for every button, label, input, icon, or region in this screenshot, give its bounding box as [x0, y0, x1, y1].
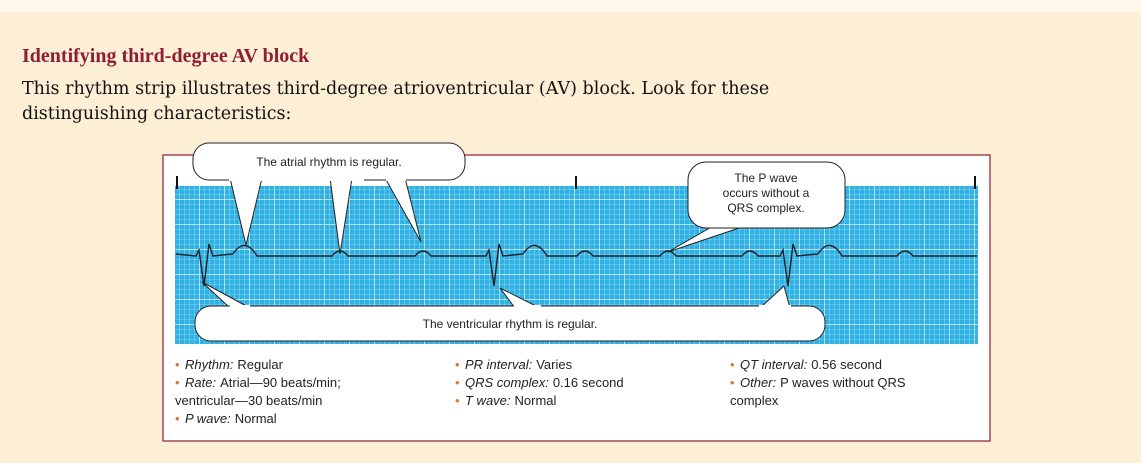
characteristic-label: Rate: — [185, 375, 216, 390]
characteristic-label: QRS complex: — [465, 375, 549, 390]
callout-join — [386, 177, 406, 181]
callout-shapes — [192, 142, 846, 342]
callout-text: The atrial rhythm is regular. — [256, 155, 401, 169]
intro: This rhythm strip illustrates third-degr… — [22, 79, 769, 124]
bullet: • — [455, 375, 460, 390]
bullet: • — [730, 375, 735, 390]
intro-line: distinguishing characteristics: — [22, 104, 291, 124]
characteristic-text: 0.56 second — [811, 357, 882, 372]
callout-text: The ventricular rhythm is regular. — [423, 317, 598, 331]
characteristic-label: T wave: — [465, 393, 511, 408]
characteristic-text: Regular — [237, 357, 283, 372]
characteristic: Rate: Atrial—90 beats/min; — [185, 375, 341, 390]
callout-text: QRS complex. — [727, 201, 804, 215]
callout-texts: The atrial rhythm is regular. The P waveo… — [256, 155, 809, 331]
characteristic: QT interval: 0.56 second — [740, 357, 882, 372]
characteristic-label: Other: — [740, 375, 777, 390]
bullet: • — [455, 393, 460, 408]
title: Identifying third-degree AV block — [22, 45, 310, 67]
callout-join — [514, 305, 541, 309]
bullet: • — [175, 375, 180, 390]
callout-joins — [229, 177, 791, 309]
characteristic-text: Atrial—90 beats/min; — [220, 375, 341, 390]
callout-join — [230, 305, 250, 309]
callout-bubble — [687, 161, 846, 229]
characteristic-text: ventricular—30 beats/min — [175, 393, 322, 408]
bullet: • — [175, 357, 180, 372]
characteristic: Other: P waves without QRS — [740, 375, 906, 390]
callout-text: The P wave — [734, 171, 797, 185]
time-markers — [176, 176, 976, 189]
characteristic: PR interval: Varies — [465, 357, 573, 372]
characteristic-text: Normal — [515, 393, 557, 408]
characteristic: QRS complex: 0.16 second — [465, 375, 624, 390]
callout-join — [759, 305, 791, 309]
characteristic-text: complex — [730, 393, 779, 408]
characteristic: Rhythm: Regular — [185, 357, 284, 372]
characteristic: T wave: Normal — [465, 393, 557, 408]
characteristic-label: P wave: — [185, 411, 231, 426]
ecg-trace — [175, 243, 977, 287]
characteristic-text: Varies — [536, 357, 572, 372]
callout-join — [229, 177, 364, 181]
callout-bubble — [194, 305, 826, 342]
callout-text: occurs without a — [723, 186, 810, 200]
characteristic-label: QT interval: — [740, 357, 808, 372]
bullet: • — [175, 411, 180, 426]
characteristic-text: P waves without QRS — [780, 375, 906, 390]
bullet: • — [455, 357, 460, 372]
bullet: • — [730, 357, 735, 372]
characteristic-label: PR interval: — [465, 357, 533, 372]
characteristic-label: Rhythm: — [185, 357, 234, 372]
characteristic: P wave: Normal — [185, 411, 277, 426]
characteristic-text: 0.16 second — [553, 375, 624, 390]
top-band — [0, 0, 1141, 12]
characteristic-text: Normal — [235, 411, 277, 426]
characteristics: • Rhythm: Regular • Rate: Atrial—90 beats/min… — [175, 357, 906, 426]
intro-line: This rhythm strip illustrates third-degr… — [22, 79, 769, 99]
